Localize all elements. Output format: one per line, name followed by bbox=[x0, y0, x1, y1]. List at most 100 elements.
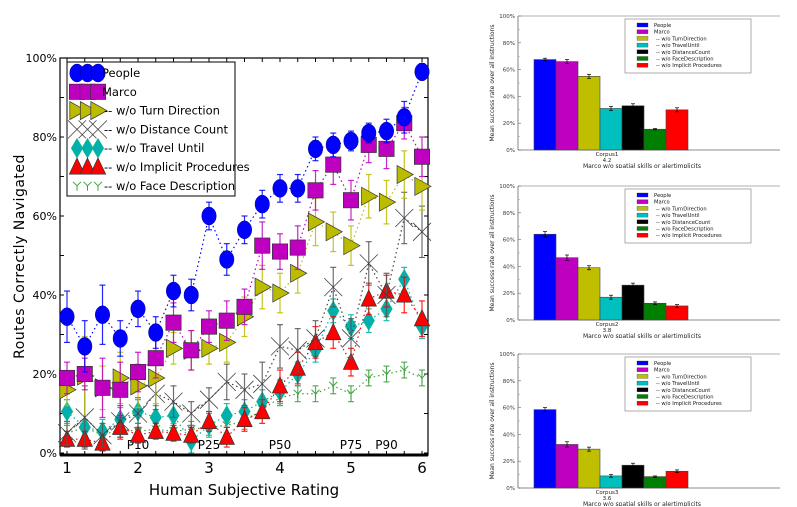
legend-swatch bbox=[636, 206, 649, 211]
legend-marker bbox=[68, 157, 86, 175]
bar bbox=[533, 233, 557, 321]
legend-marker bbox=[72, 181, 82, 191]
y-axis-label: Mean success rate over all instructions bbox=[489, 362, 496, 479]
data-point bbox=[360, 289, 377, 307]
legend-label: -- w/o TravelUntil bbox=[656, 381, 700, 387]
bar bbox=[621, 284, 645, 321]
data-point bbox=[201, 206, 217, 226]
x-axis-label: Human Subjective Rating bbox=[149, 481, 339, 499]
percentile-annotation: P50 bbox=[269, 438, 292, 452]
legend-label: -- w/o TravelUntil bbox=[656, 213, 700, 219]
data-point bbox=[378, 192, 397, 212]
data-point bbox=[272, 179, 288, 198]
bar bbox=[643, 128, 667, 151]
data-point bbox=[341, 329, 361, 348]
bar bbox=[599, 108, 623, 151]
data-point bbox=[235, 380, 254, 400]
legend-swatch bbox=[636, 29, 649, 34]
data-point bbox=[414, 176, 432, 196]
data-point bbox=[77, 337, 93, 356]
tri-stroke bbox=[311, 389, 316, 395]
data-point bbox=[396, 108, 412, 127]
y-tick-label: 60% bbox=[503, 238, 515, 244]
bar-chart-corpus2: 0% 20% 40% 60% 80% 100%Mean success rate over… bbox=[480, 170, 780, 338]
tri-stroke bbox=[83, 181, 88, 187]
bar bbox=[533, 409, 557, 489]
data-point bbox=[219, 332, 237, 352]
legend-marker bbox=[88, 120, 108, 139]
legend-label: -- w/o FaceDescription bbox=[656, 227, 713, 233]
x-stroke bbox=[377, 285, 396, 305]
legend-marker bbox=[89, 83, 106, 100]
x-stroke bbox=[359, 254, 379, 273]
data-point bbox=[58, 369, 75, 386]
y-tick-label: 80% bbox=[503, 211, 515, 217]
x-stroke bbox=[323, 277, 343, 297]
legend: People Marco -- w/o Turn Direction -- w/o D… bbox=[66, 61, 250, 197]
series-marco bbox=[58, 106, 431, 419]
legend-swatch bbox=[636, 36, 649, 41]
data-point bbox=[342, 352, 360, 370]
legend-label: -- w/o Implicit Procedures bbox=[656, 233, 722, 239]
legend-label: -- w/o TurnDirection bbox=[656, 374, 707, 380]
data-point bbox=[396, 164, 414, 185]
data-point bbox=[94, 379, 111, 396]
x-stroke bbox=[341, 329, 361, 348]
data-point bbox=[290, 263, 308, 283]
data-point bbox=[128, 404, 148, 423]
legend-swatch bbox=[636, 42, 649, 48]
legend-marker bbox=[93, 181, 103, 191]
legend-label: People bbox=[654, 361, 671, 367]
data-point bbox=[237, 220, 252, 240]
y-axis-label: Mean success rate over all instructions bbox=[489, 194, 496, 311]
data-point bbox=[165, 338, 184, 358]
data-point bbox=[343, 131, 359, 151]
bar bbox=[665, 109, 689, 151]
y-axis-label: Routes Correctly Navigated bbox=[12, 154, 28, 359]
data-point bbox=[343, 192, 360, 209]
data-point bbox=[325, 135, 341, 155]
data-point bbox=[183, 342, 200, 359]
data-point bbox=[343, 236, 361, 256]
legend-marker bbox=[79, 157, 96, 175]
bar bbox=[555, 257, 579, 321]
legend-swatch bbox=[636, 380, 649, 386]
legend-label: -- w/o DistanceCount bbox=[656, 388, 710, 394]
data-point bbox=[325, 222, 343, 242]
data-point bbox=[414, 148, 431, 165]
x-stroke bbox=[235, 380, 254, 400]
tri-stroke bbox=[93, 181, 99, 187]
y-tick-label: 20% bbox=[503, 291, 515, 297]
legend-swatch bbox=[636, 63, 649, 68]
tri-stroke bbox=[364, 373, 370, 379]
data-point bbox=[147, 421, 164, 439]
legend-label: People bbox=[102, 66, 140, 80]
data-point bbox=[130, 299, 146, 319]
x-tick-label: 1 bbox=[62, 459, 72, 477]
legend-label: -- w/o Face Description bbox=[104, 179, 235, 193]
data-point bbox=[323, 277, 343, 297]
data-point bbox=[201, 318, 218, 335]
data-point bbox=[307, 182, 324, 199]
bar bbox=[643, 302, 667, 321]
legend-swatch bbox=[636, 401, 649, 406]
tri-stroke bbox=[417, 373, 423, 379]
data-point bbox=[217, 372, 237, 392]
data-point bbox=[254, 277, 272, 297]
y-tick-label: 20% bbox=[503, 459, 515, 465]
legend-marker bbox=[79, 101, 98, 121]
legend-label: Marco bbox=[654, 368, 670, 374]
legend-label: People bbox=[654, 23, 671, 29]
data-point bbox=[130, 376, 148, 396]
series-line bbox=[66, 369, 423, 436]
tri-stroke bbox=[293, 389, 299, 395]
legend-marker bbox=[69, 101, 87, 121]
tri-stroke bbox=[346, 389, 352, 395]
legend-label: -- w/o Implicit Procedures bbox=[104, 160, 250, 174]
legend-swatch bbox=[636, 367, 649, 372]
x-stroke bbox=[306, 329, 325, 348]
bar bbox=[533, 59, 557, 151]
data-point bbox=[59, 307, 75, 326]
